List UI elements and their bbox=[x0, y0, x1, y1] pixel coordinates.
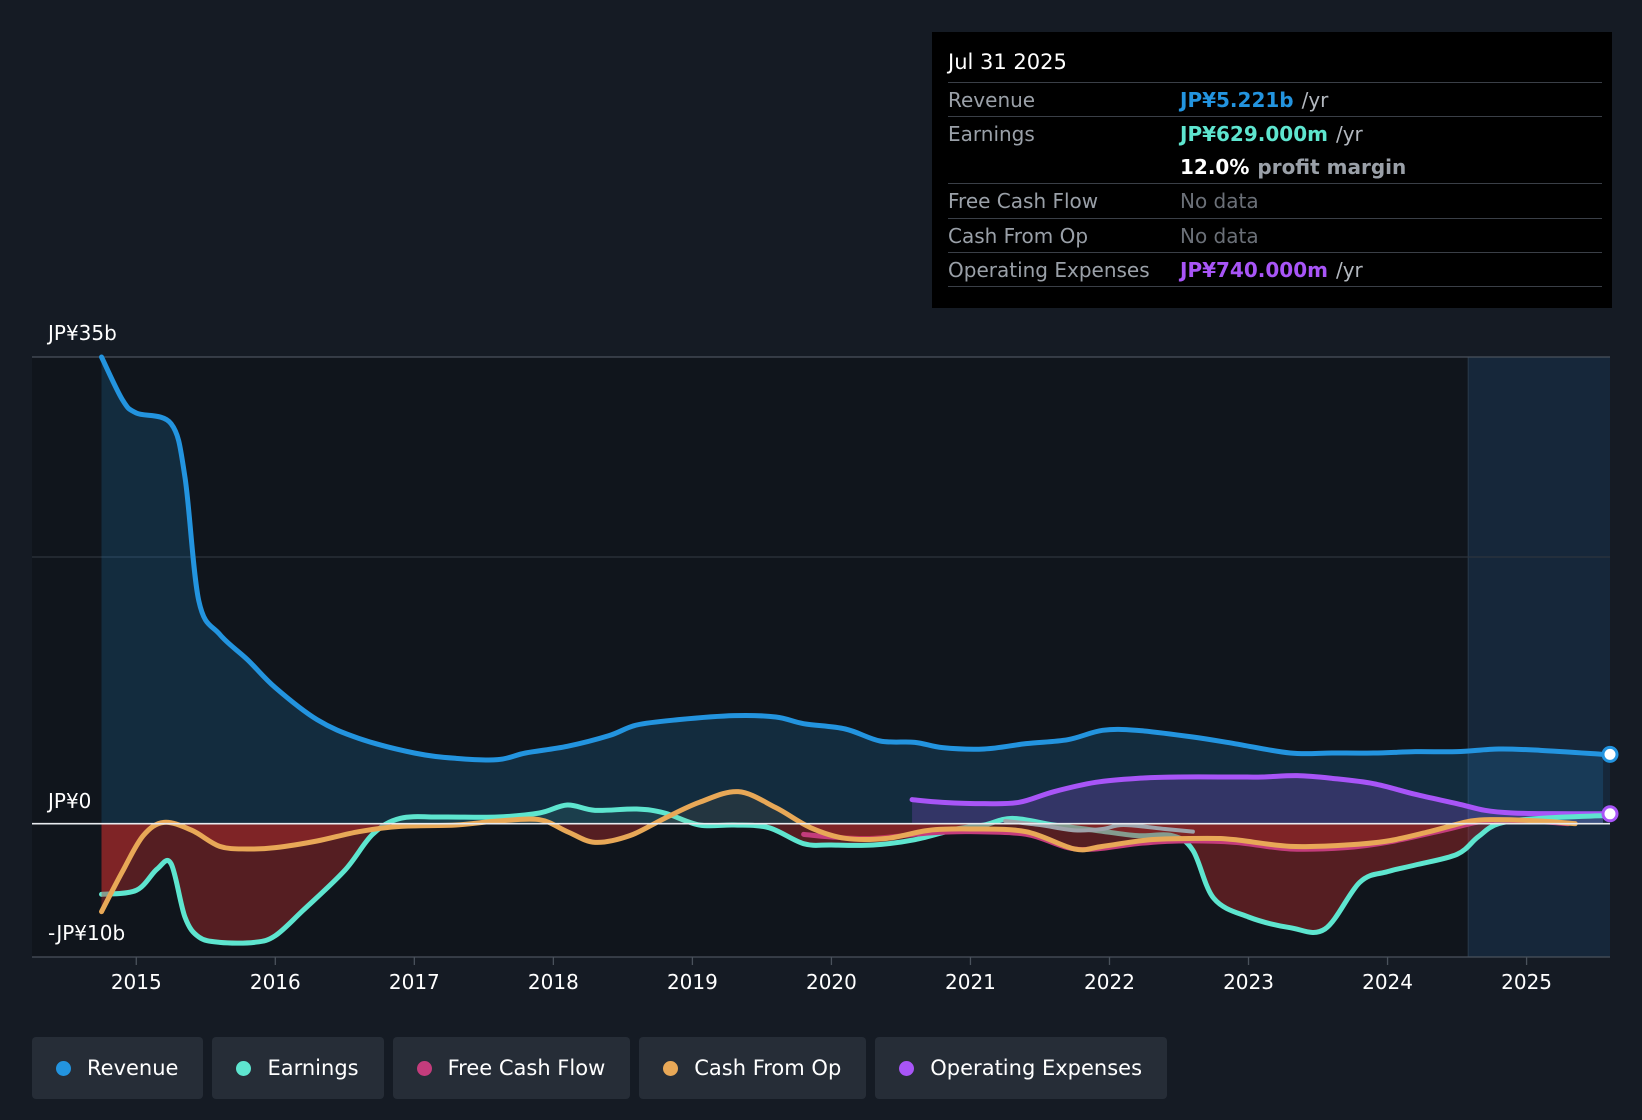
tooltip-row: Cash From Op No data bbox=[948, 218, 1602, 253]
tooltip-row-label: Operating Expenses bbox=[948, 258, 1150, 282]
tooltip-row-unit: profit margin bbox=[1257, 155, 1407, 179]
revenue-line bbox=[99, 354, 1606, 763]
tooltip-row-value: JP¥740.000m/yr bbox=[1180, 258, 1363, 282]
earnings-area-negative bbox=[101, 823, 1604, 944]
tooltip-row-value: No data bbox=[1180, 189, 1259, 213]
series-layer bbox=[32, 354, 1619, 946]
revenue-end-marker bbox=[1601, 745, 1619, 763]
tooltip-row-value: JP¥629.000m/yr bbox=[1180, 122, 1363, 146]
operating-expenses-line bbox=[909, 773, 1606, 817]
tooltip-row-label: Revenue bbox=[948, 88, 1036, 112]
forecast-region bbox=[1468, 357, 1610, 957]
gridlines bbox=[32, 356, 1610, 958]
x-tick-label: 2023 bbox=[1223, 970, 1274, 994]
legend-label: Earnings bbox=[267, 1056, 359, 1080]
revenue-area-positive bbox=[101, 357, 1604, 824]
legend-dot-icon bbox=[236, 1060, 252, 1076]
legend-label: Free Cash Flow bbox=[447, 1056, 606, 1080]
tooltip-panel: Jul 31 2025 Revenue JP¥5.221b/yr Earnings J… bbox=[932, 32, 1612, 308]
x-tick-label: 2020 bbox=[806, 970, 857, 994]
tooltip-date: Jul 31 2025 bbox=[948, 50, 1067, 74]
tooltip-row-unit: /yr bbox=[1301, 88, 1329, 112]
tooltip-value-text: No data bbox=[1180, 189, 1259, 213]
legend-dot-icon bbox=[899, 1060, 915, 1076]
legend-label: Operating Expenses bbox=[930, 1056, 1143, 1080]
tooltip-row-label: Cash From Op bbox=[948, 224, 1089, 248]
tooltip-row: Revenue JP¥5.221b/yr bbox=[948, 82, 1602, 117]
tooltip-value-text: 12.0% bbox=[1180, 155, 1250, 179]
legend-item-operating-expenses[interactable]: Operating Expenses bbox=[875, 1037, 1168, 1099]
operating-expenses-end-marker bbox=[1601, 805, 1619, 823]
x-tick-label: 2022 bbox=[1084, 970, 1135, 994]
legend-label: Revenue bbox=[87, 1056, 179, 1080]
legend-item-revenue[interactable]: Revenue bbox=[32, 1037, 204, 1099]
tooltip-row: 12.0% profit margin bbox=[948, 150, 1602, 184]
tooltip-row-value: 12.0% profit margin bbox=[1180, 155, 1406, 179]
tooltip-row-value: JP¥5.221b/yr bbox=[1180, 88, 1328, 112]
tooltip-row-label: Earnings bbox=[948, 122, 1035, 146]
tooltip-bottom-divider bbox=[948, 286, 1602, 287]
tooltip-value-text: JP¥629.000m bbox=[1180, 122, 1328, 146]
operating-expenses-area-positive bbox=[912, 775, 1604, 824]
gray-line bbox=[1003, 819, 1195, 834]
x-tick-label: 2015 bbox=[111, 970, 162, 994]
legend: Revenue Earnings Free Cash Flow Cash From O… bbox=[32, 1037, 1168, 1099]
cash-from-op-line bbox=[99, 789, 1578, 915]
plot-background bbox=[32, 357, 1610, 957]
tooltip-row: Earnings JP¥629.000m/yr bbox=[948, 116, 1602, 151]
tooltip-value-text: JP¥5.221b bbox=[1180, 88, 1294, 112]
y-axis-zero-label: JP¥0 bbox=[48, 789, 92, 813]
legend-label: Cash From Op bbox=[694, 1056, 842, 1080]
legend-dot-icon bbox=[56, 1060, 71, 1076]
tooltip-value-text: No data bbox=[1180, 224, 1259, 248]
x-tick-label: 2025 bbox=[1501, 970, 1552, 994]
x-tick-label: 2016 bbox=[250, 970, 301, 994]
x-tick-label: 2018 bbox=[528, 970, 579, 994]
plot-past-region bbox=[32, 357, 1469, 957]
legend-item-cash-from-op[interactable]: Cash From Op bbox=[639, 1037, 867, 1099]
tooltip-row-unit: /yr bbox=[1335, 122, 1363, 146]
legend-dot-icon bbox=[416, 1060, 432, 1076]
tooltip-row: Free Cash Flow No data bbox=[948, 183, 1602, 218]
tooltip-row: Operating Expenses JP¥740.000m/yr bbox=[948, 252, 1602, 287]
x-tick-label: 2019 bbox=[667, 970, 718, 994]
y-axis-bottom-label: -JP¥10b bbox=[48, 921, 126, 945]
x-tick-label: 2024 bbox=[1362, 970, 1413, 994]
x-tick-label: 2017 bbox=[389, 970, 440, 994]
tooltip-value-text: JP¥740.000m bbox=[1180, 258, 1328, 282]
legend-item-free-cash-flow[interactable]: Free Cash Flow bbox=[392, 1037, 631, 1099]
x-axis: 2015 2016 2017 2018 2019 2020 2021 2022 2023 2024… bbox=[111, 957, 1552, 994]
tooltip-row-value: No data bbox=[1180, 224, 1259, 248]
y-axis-top-label: JP¥35b bbox=[48, 321, 117, 345]
x-tick-label: 2021 bbox=[945, 970, 996, 994]
tooltip-row-unit: /yr bbox=[1335, 258, 1363, 282]
earnings-line bbox=[99, 802, 1606, 946]
cash-from-op-area-negative bbox=[101, 823, 1576, 912]
tooltip-row-label: Free Cash Flow bbox=[948, 189, 1099, 213]
legend-dot-icon bbox=[663, 1060, 679, 1076]
legend-item-earnings[interactable]: Earnings bbox=[212, 1037, 384, 1099]
